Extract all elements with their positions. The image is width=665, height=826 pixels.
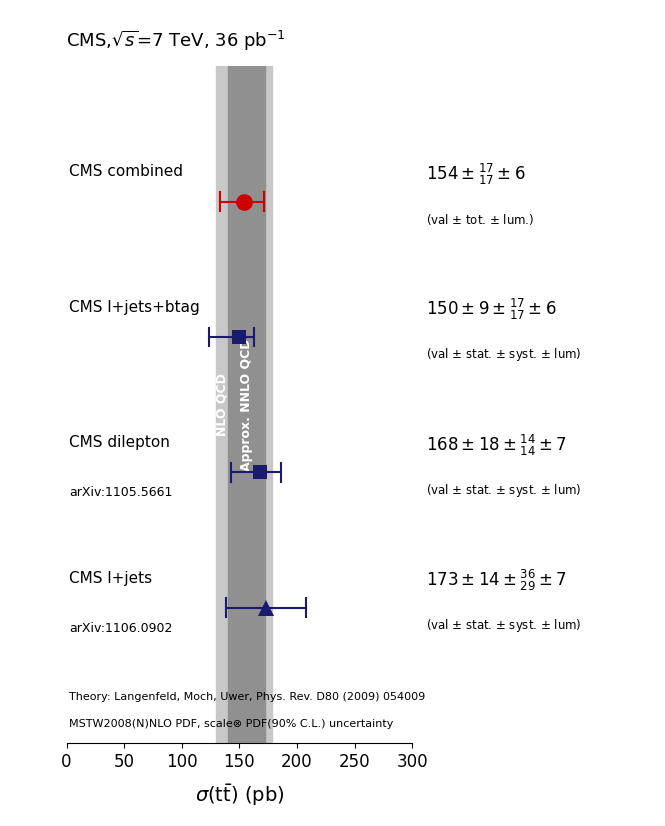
Text: (val $\pm$ stat. $\pm$ syst. $\pm$ lum): (val $\pm$ stat. $\pm$ syst. $\pm$ lum) [426, 482, 581, 499]
Text: arXiv:1105.5661: arXiv:1105.5661 [68, 487, 172, 499]
Text: CMS,$\sqrt{s}$=7 TeV, 36 pb$^{-1}$: CMS,$\sqrt{s}$=7 TeV, 36 pb$^{-1}$ [66, 29, 286, 53]
Text: (val $\pm$ tot. $\pm$ lum.): (val $\pm$ tot. $\pm$ lum.) [426, 211, 534, 226]
Text: (val $\pm$ stat. $\pm$ syst. $\pm$ lum): (val $\pm$ stat. $\pm$ syst. $\pm$ lum) [426, 617, 581, 634]
Text: $150 \pm 9 \pm \mathregular{^{17}_{17}} \pm 6$: $150 \pm 9 \pm \mathregular{^{17}_{17}} … [426, 297, 556, 322]
Text: NLO QCD: NLO QCD [215, 373, 229, 436]
Text: arXiv:1106.0902: arXiv:1106.0902 [68, 622, 172, 634]
Text: CMS l+jets+btag: CMS l+jets+btag [68, 300, 200, 315]
Text: $154 \pm \mathregular{^{17}_{17}} \pm 6$: $154 \pm \mathregular{^{17}_{17}} \pm 6$ [426, 162, 525, 187]
Text: (val $\pm$ stat. $\pm$ syst. $\pm$ lum): (val $\pm$ stat. $\pm$ syst. $\pm$ lum) [426, 346, 581, 363]
Bar [216, 66, 272, 743]
Text: CMS combined: CMS combined [68, 164, 183, 179]
Text: $173 \pm 14 \pm \mathregular{^{36}_{29}} \pm 7$: $173 \pm 14 \pm \mathregular{^{36}_{29}}… [426, 568, 567, 593]
Text: CMS dilepton: CMS dilepton [68, 435, 170, 450]
Text: Approx. NNLO QCD: Approx. NNLO QCD [240, 339, 253, 471]
Text: MSTW2008(N)NLO PDF, scale⊗ PDF(90% C.L.) uncertainty: MSTW2008(N)NLO PDF, scale⊗ PDF(90% C.L.)… [68, 719, 393, 729]
X-axis label: $\sigma(\mathrm{t\bar{t}})\ \mathrm{(pb)}$: $\sigma(\mathrm{t\bar{t}})\ \mathrm{(pb)… [195, 782, 284, 808]
Bar [228, 66, 265, 743]
Text: $168 \pm 18 \pm \mathregular{^{14}_{14}} \pm 7$: $168 \pm 18 \pm \mathregular{^{14}_{14}}… [426, 433, 567, 458]
Text: CMS l+jets: CMS l+jets [68, 571, 152, 586]
Text: Theory: Langenfeld, Moch, Uwer, Phys. Rev. D80 (2009) 054009: Theory: Langenfeld, Moch, Uwer, Phys. Re… [68, 692, 425, 702]
